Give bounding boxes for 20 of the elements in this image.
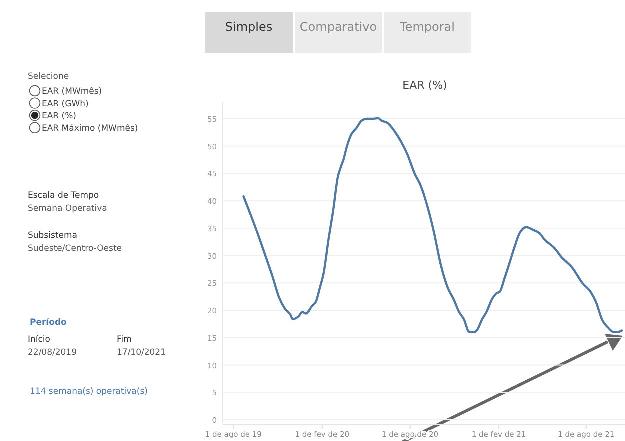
text: EAR (MWmês): [42, 87, 102, 97]
text: EAR Máximo (MWmês): [42, 124, 138, 134]
chart-title: EAR (%): [402, 79, 448, 92]
text: Período: [30, 318, 68, 328]
text: Subsistema: [28, 231, 78, 241]
text: Semana Operativa: [28, 204, 108, 214]
text: Fim: [117, 335, 132, 345]
text: Escala de Tempo: [28, 191, 100, 201]
text: EAR (%): [42, 112, 77, 122]
text: 17/10/2021: [117, 348, 166, 358]
text: Simples: [225, 20, 273, 34]
text: Início: [28, 335, 50, 345]
text: Sudeste/Centro-Oeste: [28, 244, 122, 254]
text: Selecione: [28, 72, 70, 82]
text: Comparativo: [300, 20, 378, 34]
text: Temporal: [399, 20, 455, 34]
text: EAR (GWh): [42, 99, 89, 110]
text: 22/08/2019: [28, 348, 77, 358]
line-series: [242, 117, 624, 334]
text: 114 semana(s) operativa(s): [30, 387, 148, 397]
